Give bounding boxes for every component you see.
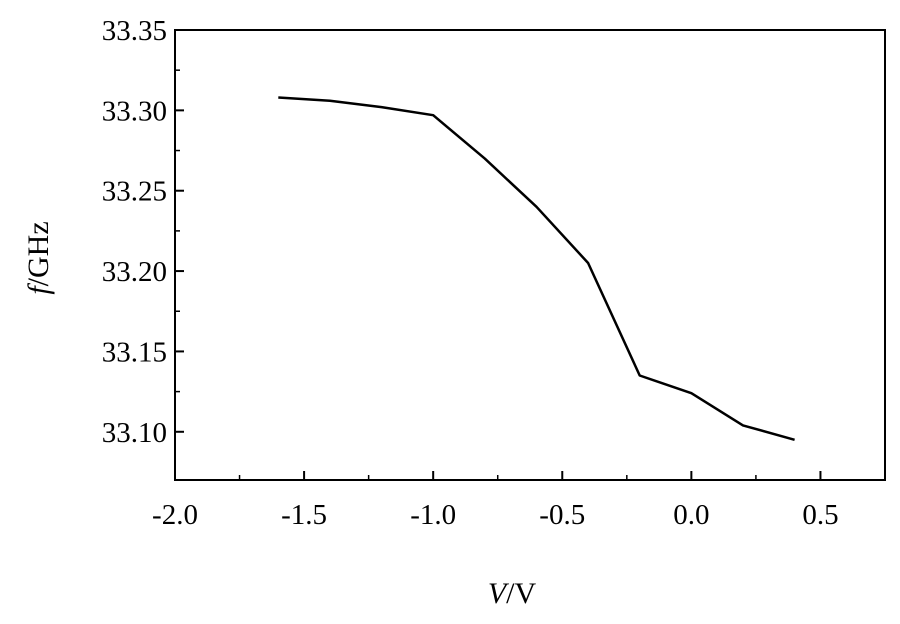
y-tick-label: 33.20: [102, 256, 167, 288]
plot-frame: [174, 29, 886, 481]
x-tick-label: -0.5: [539, 499, 585, 531]
y-axis-title: f/GHz: [22, 221, 55, 294]
y-axis-unit: GHz: [22, 221, 55, 278]
y-tick-label: 33.35: [102, 15, 167, 47]
x-axis-title: V/V: [488, 577, 537, 610]
x-axis-variable: V: [488, 577, 510, 610]
x-axis-tick-labels: -2.0 -1.5 -1.0 -0.5 0.0 0.5: [152, 499, 839, 531]
y-axis-tick-labels: 33.10 33.15 33.20 33.25 33.30 33.35: [102, 15, 167, 449]
x-tick-label: 0.5: [802, 499, 838, 531]
x-tick-label: -2.0: [152, 499, 198, 531]
y-tick-label: 33.10: [102, 417, 167, 449]
x-axis-unit: V: [515, 577, 537, 610]
y-tick-label: 33.15: [102, 336, 167, 368]
series-line-0: [278, 96, 795, 442]
x-tick-label: -1.0: [410, 499, 456, 531]
x-tick-label: 0.0: [673, 499, 709, 531]
x-axis-ticks: [174, 471, 822, 480]
series-layer: [278, 96, 795, 442]
y-tick-label: 33.30: [102, 95, 167, 127]
y-tick-label: 33.25: [102, 176, 167, 208]
y-axis-ticks: [175, 29, 184, 433]
x-tick-label: -1.5: [281, 499, 327, 531]
